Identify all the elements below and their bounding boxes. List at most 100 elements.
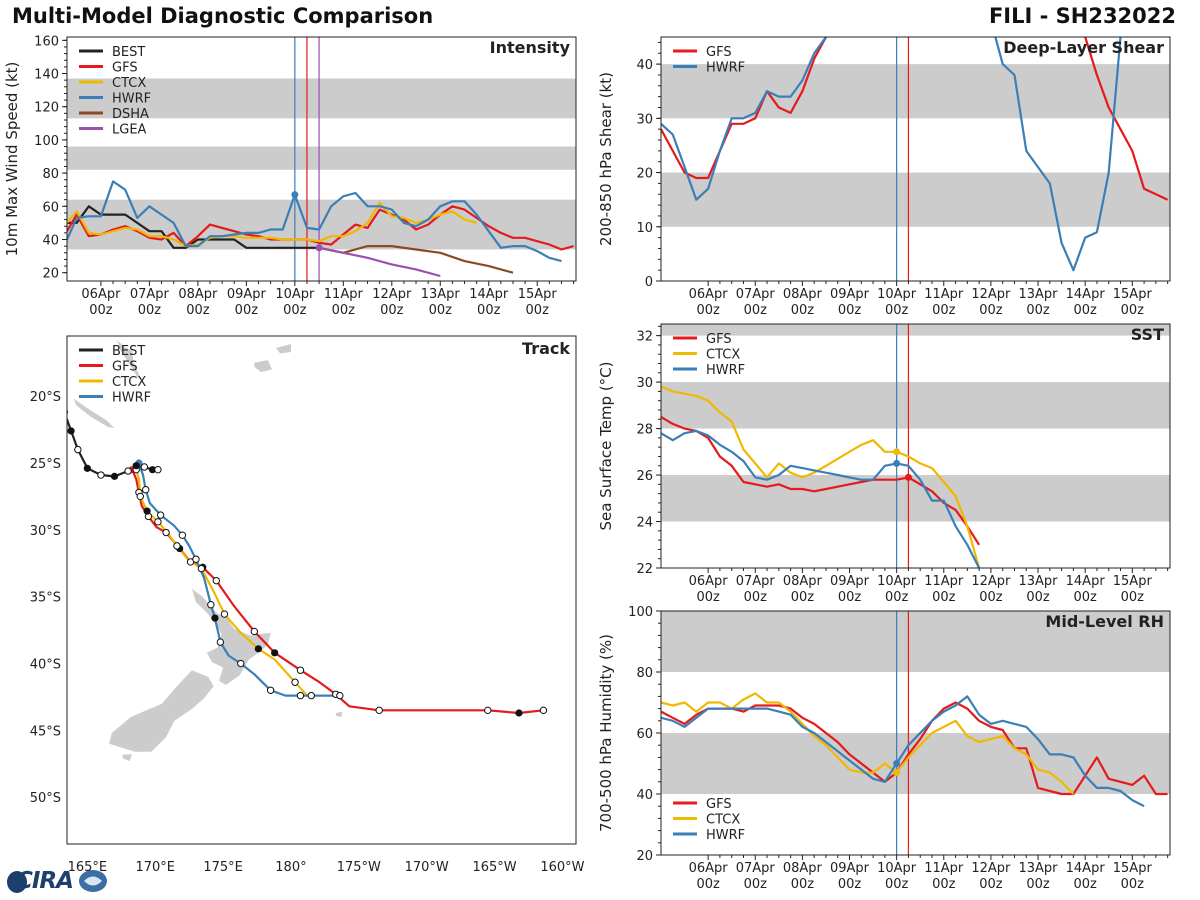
track-lat-label: 25°S	[30, 457, 61, 472]
track-point-best	[132, 462, 140, 470]
track-point-open-hwrf	[296, 691, 305, 700]
shear-xtick-day-label: 06Apr	[689, 287, 729, 302]
track-point-open-hwrf	[207, 601, 215, 609]
track-point-open-best	[154, 465, 162, 474]
sst-xtick-hour-label: 00z	[1073, 590, 1097, 605]
shear-xtick-hour-label: 00z	[696, 303, 720, 318]
rh-ytick-label: 100	[628, 605, 653, 620]
track-legend-label-ctcx: CTCX	[112, 375, 146, 390]
figure-title: Multi-Model Diagnostic Comparison	[12, 4, 434, 28]
shear-xtick-hour-label: 00z	[838, 303, 862, 318]
intensity-xtick-day-label: 09Apr	[227, 287, 267, 302]
rh-xtick-hour-label: 00z	[979, 877, 1003, 892]
intensity-xtick-day-label: 06Apr	[81, 287, 121, 302]
sst-ylabel: Sea Surface Temp (°C)	[597, 361, 615, 530]
rh-xtick-day-label: 06Apr	[689, 861, 729, 876]
intensity-title: Intensity	[490, 38, 571, 57]
shear-series-gfs	[661, 37, 1169, 201]
track-point-open-hwrf	[142, 486, 150, 494]
track-point-open-gfs	[375, 706, 383, 715]
rh-ytick-label: 60	[636, 727, 653, 742]
rh-xtick-day-label: 09Apr	[830, 861, 870, 876]
track-point-open-ctcx	[220, 610, 229, 618]
track-point-gfs	[271, 649, 279, 657]
sst-band-1	[661, 382, 1170, 429]
intensity-series-dsha	[318, 245, 514, 274]
sst-xtick-hour-label: 00z	[838, 590, 862, 605]
sst-ytick-label: 26	[636, 469, 653, 484]
track-point-open-gfs	[539, 706, 548, 715]
track-point-open-best	[124, 467, 132, 475]
land-fiji-vanua-levu	[276, 344, 291, 354]
track-point-open-hwrf	[192, 555, 200, 563]
land-new-caledonia	[73, 398, 115, 429]
intensity-xtick-day-label: 15Apr	[518, 287, 558, 302]
shear-plot-area	[661, 37, 1170, 281]
intensity-series-hwrf	[67, 180, 562, 263]
intensity-ytick-label: 160	[34, 34, 59, 49]
sst-xtick-day-label: 12Apr	[971, 574, 1011, 589]
intensity-band-1	[67, 146, 576, 170]
shear-legend-label-hwrf: HWRF	[706, 61, 745, 76]
track-point-open-best	[97, 471, 105, 479]
intensity-marker-lgea	[315, 244, 323, 252]
rh-xtick-day-label: 07Apr	[736, 861, 776, 876]
cira-logo	[7, 870, 107, 893]
rh-xtick-day-label: 08Apr	[783, 861, 823, 876]
track-lat-label: 30°S	[30, 524, 61, 539]
land-chatham-island	[335, 711, 343, 717]
track-lat-label: 20°S	[30, 390, 61, 405]
track-point-open-ctcx	[291, 678, 299, 686]
intensity-xtick-day-label: 08Apr	[178, 287, 218, 302]
rh-xtick-day-label: 12Apr	[971, 861, 1011, 876]
intensity-xtick-hour-label: 00z	[429, 303, 453, 318]
shear-ytick-label: 0	[645, 275, 653, 290]
intensity-ytick-label: 20	[42, 267, 59, 282]
rh-ylabel: 700-500 hPa Humidity (%)	[597, 634, 615, 832]
rh-xtick-hour-label: 00z	[1121, 877, 1145, 892]
track-point-open-ctcx	[136, 492, 144, 501]
rh-xtick-hour-label: 00z	[696, 877, 720, 892]
track-point-hwrf	[211, 614, 219, 622]
land-nz-south-island	[109, 670, 214, 752]
shear-xtick-hour-label: 00z	[1121, 303, 1145, 318]
rh-marker-hwrf	[893, 760, 901, 767]
shear-series-hwrf	[661, 37, 1122, 272]
track-point-ctcx	[254, 645, 262, 653]
track-point-open-ctcx	[197, 564, 206, 573]
rh-plot-area	[661, 611, 1170, 855]
cira-logo-globe	[7, 871, 27, 893]
sst-legend-label-hwrf: HWRF	[706, 363, 745, 378]
intensity-xtick-hour-label: 00z	[89, 303, 113, 318]
shear-ytick-label: 40	[636, 58, 653, 73]
rh-marker-ctcx	[893, 769, 901, 777]
track-point-open-ctcx	[154, 518, 162, 526]
shear-xtick-day-label: 11Apr	[924, 287, 964, 302]
shear-band-1	[661, 64, 1170, 119]
shear-xtick-day-label: 14Apr	[1066, 287, 1106, 302]
sst-xtick-day-label: 06Apr	[689, 574, 729, 589]
intensity-ylabel: 10m Max Wind Speed (kt)	[3, 62, 21, 257]
track-title: Track	[522, 339, 570, 358]
track-point-open-hwrf	[237, 659, 245, 668]
shear-xtick-day-label: 13Apr	[1019, 287, 1059, 302]
rh-xtick-hour-label: 00z	[744, 877, 768, 892]
shear-xtick-hour-label: 00z	[744, 303, 768, 318]
shear-xtick-hour-label: 00z	[1073, 303, 1097, 318]
intensity-ytick-label: 120	[34, 101, 59, 116]
rh-ytick-label: 20	[636, 849, 653, 864]
track-point-open-ctcx	[307, 691, 316, 700]
rh-xtick-day-label: 10Apr	[877, 861, 917, 876]
track-map-area	[67, 340, 548, 762]
rh-xtick-hour-label: 00z	[932, 877, 956, 892]
sst-xtick-hour-label: 00z	[1121, 590, 1145, 605]
sst-ytick-label: 28	[636, 423, 653, 438]
track-point-open-gfs	[162, 528, 170, 537]
sst-xtick-hour-label: 00z	[744, 590, 768, 605]
track-point-open-hwrf	[336, 691, 344, 700]
intensity-xtick-hour-label: 00z	[186, 303, 210, 318]
intensity-band-2	[67, 78, 576, 119]
track-lon-label: 160°W	[540, 860, 584, 875]
intensity-marker-hwrf	[291, 191, 299, 199]
sst-xtick-hour-label: 00z	[979, 590, 1003, 605]
